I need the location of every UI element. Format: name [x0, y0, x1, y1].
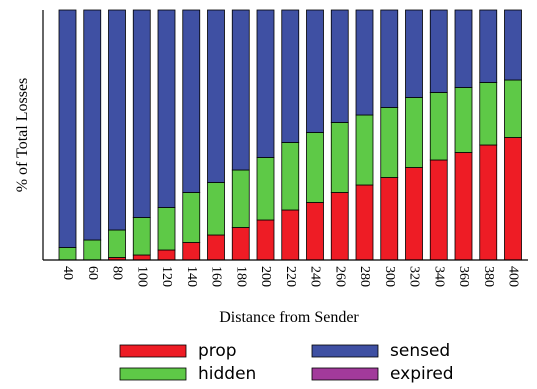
legend-swatch-sensed: [311, 344, 379, 358]
bar-segment-sensed-380: [479, 9, 498, 83]
bar-segment-prop-400: [504, 137, 522, 261]
bar-segment-hidden-320: [405, 97, 423, 168]
bar-segment-sensed-80: [108, 9, 126, 231]
bar-segment-sensed-140: [182, 9, 201, 193]
bar-segment-sensed-280: [355, 9, 374, 116]
bar-segment-hidden-120: [157, 207, 176, 251]
bar-segment-sensed-60: [83, 9, 102, 241]
bar-segment-sensed-120: [157, 9, 176, 208]
bar-segment-prop-260: [330, 192, 349, 261]
x-tick-label: 100: [134, 266, 149, 287]
bar-segment-sensed-320: [405, 9, 423, 98]
x-tick-label: 120: [159, 266, 174, 287]
x-tick-label: 340: [431, 266, 446, 287]
bar-segment-hidden-60: [83, 239, 102, 261]
x-tick-label: 60: [85, 266, 100, 280]
x-tick-label: 280: [357, 266, 372, 287]
bar-segment-hidden-400: [504, 79, 522, 138]
x-tick-label: 380: [481, 266, 496, 287]
bar-segment-hidden-100: [132, 217, 151, 256]
bar-segment-prop-360: [454, 152, 473, 261]
bar-segment-prop-140: [182, 242, 201, 261]
bar-segment-hidden-360: [454, 87, 473, 153]
legend-label-prop: prop: [198, 341, 237, 361]
x-tick-label: 400: [506, 266, 521, 287]
bar-segment-hidden-380: [479, 82, 498, 146]
bar-segment-hidden-300: [380, 107, 399, 178]
bar-segment-hidden-40: [58, 247, 77, 261]
bar-segment-hidden-140: [182, 192, 201, 243]
bar-segment-prop-320: [405, 167, 423, 261]
bar-segment-hidden-80: [108, 229, 126, 258]
legend-label-hidden: hidden: [198, 364, 256, 384]
bar-segment-sensed-220: [281, 9, 300, 143]
bar-segment-sensed-100: [132, 9, 151, 218]
bar-segment-sensed-160: [207, 9, 225, 183]
x-tick-label: 80: [110, 266, 125, 280]
legend: prop hidden sensed expired: [119, 341, 454, 384]
bar-segment-sensed-360: [454, 9, 473, 88]
legend-label-sensed: sensed: [390, 341, 450, 361]
bar-segment-prop-220: [281, 209, 300, 261]
bar-segment-prop-180: [231, 227, 250, 261]
x-tick-label: 180: [233, 266, 248, 287]
x-tick-label: 160: [209, 266, 224, 287]
bar-segment-sensed-300: [380, 9, 399, 108]
y-axis-title: % of Total Losses: [14, 78, 31, 193]
bar-segment-hidden-280: [355, 114, 374, 186]
bar-segment-prop-380: [479, 144, 498, 261]
legend-swatch-expired: [311, 367, 379, 381]
bar-segment-sensed-340: [429, 9, 448, 93]
x-tick-label: 200: [258, 266, 273, 287]
bar-segment-hidden-240: [306, 132, 324, 203]
bar-segment-hidden-180: [231, 169, 250, 228]
x-tick-label: 260: [332, 266, 347, 287]
axes: [42, 10, 528, 261]
x-tick-label: 240: [308, 266, 323, 287]
bar-segment-prop-340: [429, 159, 448, 261]
legend-swatch-prop: [119, 344, 187, 358]
x-tick-label: 220: [283, 266, 298, 287]
x-tick-label: 360: [456, 266, 471, 287]
bar-segment-hidden-260: [330, 122, 349, 193]
bar-segment-sensed-400: [504, 9, 522, 81]
x-tick-labels: 40 60 80 100 120 140 160 180 200 220 240 260 280 300 3…: [60, 266, 521, 287]
bar-segment-prop-300: [380, 177, 399, 261]
bar-segment-hidden-160: [207, 182, 225, 236]
bar-segment-prop-160: [207, 234, 225, 261]
bar-segment-hidden-340: [429, 92, 448, 161]
bar-segment-sensed-200: [256, 9, 275, 158]
legend-swatch-hidden: [119, 367, 187, 381]
bar-segment-prop-100: [132, 254, 151, 261]
x-axis-title: Distance from Sender: [219, 309, 359, 326]
bar-segment-prop-240: [306, 202, 324, 261]
bar-segment-sensed-260: [330, 9, 349, 123]
bar-segment-prop-200: [256, 219, 275, 261]
x-tick-label: 140: [184, 266, 199, 287]
bar-segment-sensed-240: [306, 9, 324, 133]
bar-layer: [58, 9, 522, 261]
bar-segment-sensed-180: [231, 9, 250, 171]
x-tick-label: 320: [407, 266, 422, 287]
bar-segment-prop-120: [157, 249, 176, 261]
bar-segment-prop-280: [355, 184, 374, 261]
legend-label-expired: expired: [390, 364, 454, 384]
x-tick-label: 40: [60, 266, 75, 280]
bar-segment-hidden-200: [256, 157, 275, 221]
bar-segment-hidden-220: [281, 142, 300, 211]
x-tick-label: 300: [382, 266, 397, 287]
bar-segment-sensed-40: [58, 9, 77, 248]
